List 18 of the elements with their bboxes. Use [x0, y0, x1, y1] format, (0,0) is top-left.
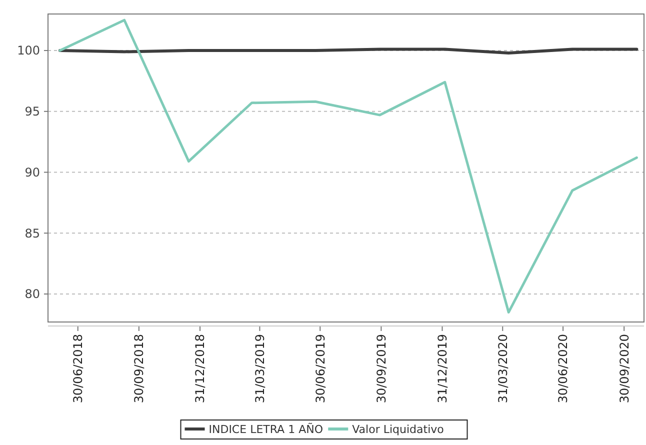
- x-tick-label: 30/06/2018: [71, 334, 86, 404]
- x-tick-label: 30/09/2019: [374, 334, 388, 404]
- x-tick-label: 31/12/2019: [435, 334, 450, 404]
- x-tick-label: 30/09/2018: [132, 334, 146, 404]
- y-tick-label: 90: [24, 165, 40, 180]
- legend-label: INDICE LETRA 1 AÑO: [208, 422, 324, 436]
- x-tick-label: 30/06/2020: [556, 334, 570, 404]
- y-tick-label: 95: [24, 104, 40, 119]
- x-tick-label: 31/03/2019: [252, 334, 267, 404]
- x-tick-label: 31/12/2018: [193, 334, 208, 404]
- x-tick-label: 30/06/2019: [313, 334, 328, 404]
- y-tick-label: 85: [24, 226, 40, 240]
- line-series: [58, 18, 638, 314]
- x-tick-label: 31/03/2020: [496, 334, 510, 404]
- y-tick-label: 80: [24, 287, 40, 302]
- x-tick-label: 30/09/2020: [617, 334, 632, 404]
- y-tick-label: 100: [17, 44, 40, 58]
- legend-label: Valor Liquidativo: [352, 422, 444, 436]
